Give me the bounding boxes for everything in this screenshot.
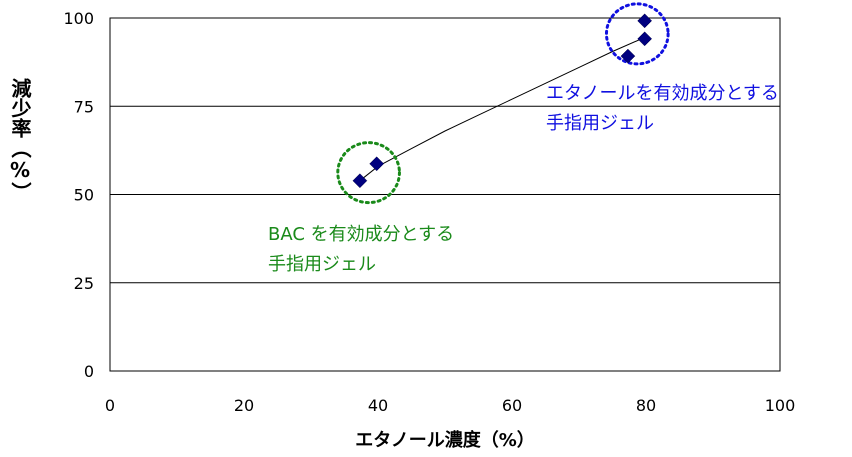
data-points (352, 13, 653, 189)
annotation-1-line-0: エタノールを有効成分とする (546, 83, 779, 104)
x-ticks: 0 20 40 60 80 100 (105, 396, 795, 415)
data-point-0-3 (637, 31, 653, 47)
trendline (359, 36, 645, 182)
y-tick-label-3: 75 (74, 97, 94, 116)
x-tick-label-5: 100 (765, 396, 796, 415)
y-tick-label-0: 0 (84, 362, 94, 381)
annotation-1-line-1: 手指用ジェル (546, 113, 654, 134)
x-tick-label-0: 0 (105, 396, 115, 415)
data-point-0-2 (620, 48, 636, 64)
y-axis-title: 減少率（%） (8, 78, 32, 202)
x-tick-label-2: 40 (368, 396, 388, 415)
plot-area (109, 17, 781, 372)
y-tick-label-2: 50 (74, 186, 94, 205)
annotation-circles (336, 2, 670, 205)
x-axis-title: エタノール濃度（%） (355, 429, 535, 451)
y-ticks: 0 25 50 75 100 (63, 9, 94, 381)
annotation-circle-0 (336, 141, 401, 205)
data-point-0-4 (637, 13, 653, 29)
x-tick-label-3: 60 (502, 396, 522, 415)
x-tick-label-1: 20 (234, 396, 254, 415)
gridlines (110, 17, 780, 372)
data-point-0-0 (352, 173, 368, 189)
y-tick-label-4: 100 (63, 9, 94, 28)
y-tick-label-1: 25 (74, 274, 94, 293)
annotation-0-line-0: BAC を有効成分とする (268, 224, 454, 245)
annotation-0-line-1: 手指用ジェル (268, 254, 376, 275)
annotation-circle-1 (604, 2, 670, 66)
x-tick-label-4: 80 (636, 396, 656, 415)
data-point-0-1 (369, 156, 385, 172)
